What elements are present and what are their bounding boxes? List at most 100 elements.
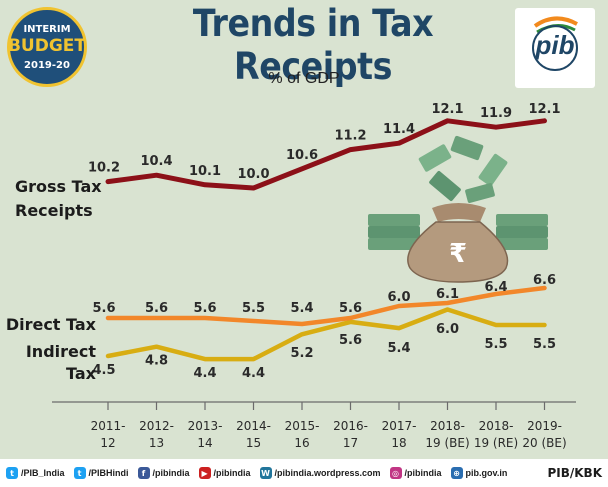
- indirect-tax-point: [300, 333, 304, 336]
- indirect-tax-point: [106, 354, 110, 358]
- cash-stack-left-icon: [368, 214, 420, 250]
- indirect-series-label: Tax: [66, 364, 97, 383]
- direct-value-label: 5.6: [145, 301, 168, 316]
- page-title: Trends in Tax Receipts: [192, 2, 434, 88]
- direct-value-label: 6.0: [387, 290, 410, 305]
- footer-link-text: /PIB_India: [21, 468, 65, 478]
- x-tick-label: 20 (BE): [522, 436, 566, 450]
- direct-tax-point: [300, 322, 304, 326]
- x-tick-label: 2011-: [91, 419, 126, 433]
- badge-ring: [7, 7, 87, 87]
- footer-link-text: /pibindia: [152, 468, 190, 478]
- indirect-tax-point: [252, 357, 255, 361]
- indirect-tax-point: [203, 357, 207, 361]
- direct-value-label: 6.1: [436, 287, 459, 302]
- wordpress-icon: W: [259, 467, 272, 479]
- x-tick-label: 14: [197, 436, 212, 450]
- direct-value-label: 5.4: [290, 301, 313, 316]
- indirect-value-label: 6.0: [436, 322, 459, 337]
- gross-value-label: 10.0: [237, 167, 269, 182]
- gross-tax-point: [446, 119, 449, 123]
- gross-tax-point: [155, 174, 158, 177]
- facebook-icon: f: [137, 467, 150, 479]
- badge-line-1: INTERIM: [23, 24, 71, 35]
- footer-link-text: /pibindia.wordpress.com: [274, 468, 381, 478]
- indirect-value-label: 5.4: [387, 341, 410, 356]
- x-tick-label: 15: [246, 436, 261, 450]
- direct-tax-point: [543, 286, 546, 290]
- gross-tax-point: [543, 119, 546, 123]
- gross-value-label: 10.4: [140, 154, 172, 169]
- footer-social-link[interactable]: ⊕ pib.gov.in: [450, 467, 508, 479]
- x-tick-label: 2012-: [139, 419, 174, 433]
- indirect-tax-point: [397, 326, 401, 330]
- indirect-value-label: 5.5: [533, 337, 556, 352]
- direct-tax-point: [349, 316, 352, 320]
- indirect-tax-point: [155, 345, 158, 348]
- gross-value-label: 11.4: [383, 122, 415, 137]
- x-tick-label: 12: [100, 436, 115, 450]
- social-footer: t/PIB_India t/PIBHindi f/pibindia ▶/pibindi…: [0, 459, 608, 487]
- youtube-icon: ▶: [198, 467, 211, 479]
- gross-tax-point: [203, 183, 207, 186]
- x-tick-label: 13: [149, 436, 164, 450]
- twitter-icon: t: [73, 467, 86, 479]
- chart-subtitle: % of GDP: [268, 70, 340, 87]
- direct-value-label: 6.4: [484, 280, 507, 295]
- x-tick-label: 19 (RE): [474, 436, 518, 450]
- gross-tax-line: [105, 118, 547, 191]
- pib-logo-text: pib: [535, 30, 575, 60]
- direct-value-label: 5.6: [339, 301, 362, 316]
- footer-link-text: pib.gov.in: [465, 468, 508, 478]
- badge-line-3: 2019-20: [24, 60, 70, 71]
- indirect-tax-point: [494, 323, 498, 327]
- direct-value-label: 5.6: [92, 301, 115, 316]
- direct-tax-point: [106, 316, 110, 320]
- flying-notes-icon: [418, 135, 508, 203]
- gross-value-label: 11.9: [480, 106, 512, 121]
- footer-link-text: /PIBHindi: [88, 468, 129, 478]
- x-tick-label: 2014-: [236, 419, 271, 433]
- gross-value-label: 12.1: [528, 102, 560, 117]
- pib-logo: pib: [515, 8, 595, 88]
- interim-budget-badge: INTERIM BUDGET 2019-20: [7, 7, 87, 87]
- x-tick-label: 19 (BE): [425, 436, 469, 450]
- footer-social-link[interactable]: ◎/pibindia: [389, 467, 442, 479]
- gross-tax-point: [397, 142, 401, 145]
- cash-stack-right-icon: [496, 214, 548, 250]
- direct-tax-point: [203, 316, 207, 320]
- svg-text:₹: ₹: [449, 239, 467, 269]
- gross-value-label: 10.2: [88, 161, 120, 176]
- footer-social-link[interactable]: W/pibindia.wordpress.com: [259, 467, 381, 479]
- gross-value-label: 12.1: [431, 102, 463, 117]
- direct-tax-point: [446, 301, 449, 305]
- indirect-value-label: 4.4: [193, 366, 216, 381]
- direct-series-label: Direct Tax: [6, 315, 97, 334]
- x-tick-label: 2018-: [479, 419, 514, 433]
- indirect-tax-point: [349, 320, 352, 324]
- footer-social-link[interactable]: f/pibindia: [137, 467, 190, 479]
- gross-value-label: 10.6: [286, 148, 318, 163]
- gross-tax-point: [252, 186, 255, 190]
- x-tick-label: 16: [294, 436, 309, 450]
- gross-tax-point: [494, 126, 498, 129]
- indirect-tax-point: [543, 323, 546, 327]
- x-tick-label: 18: [391, 436, 406, 450]
- direct-tax-point: [252, 319, 255, 323]
- footer-social-link[interactable]: t/PIB_India: [6, 467, 65, 479]
- direct-tax-point: [155, 316, 158, 320]
- series-layer: 4.5 4.8 4.4 4.4 5.2 5.6 5.4 6.0 5.5 5.5 5.6 5.6 5.6 5…: [6, 102, 561, 383]
- footer-social-link[interactable]: ▶/pibindia: [198, 467, 251, 479]
- x-tick-label: 2017-: [382, 419, 417, 433]
- gross-series-label: Gross Tax: [15, 177, 102, 196]
- indirect-tax-point: [446, 308, 449, 311]
- indirect-value-label: 4.4: [242, 366, 265, 381]
- x-tick-label: 2019-: [527, 419, 562, 433]
- direct-value-label: 5.6: [193, 301, 216, 316]
- footer-social-link[interactable]: t/PIBHindi: [73, 467, 129, 479]
- money-bag-illustration: ₹: [368, 135, 548, 283]
- direct-tax-point: [397, 304, 401, 308]
- x-tick-label: 2015-: [285, 419, 320, 433]
- gross-tax-point: [300, 167, 304, 170]
